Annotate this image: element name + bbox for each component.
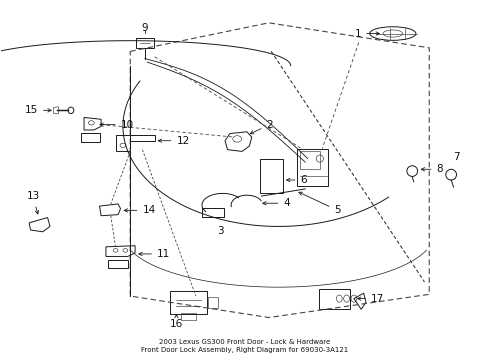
Bar (300, 152, 319, 169)
Bar (81, 133, 100, 141)
Text: 6: 6 (286, 175, 306, 185)
Text: 10: 10 (100, 120, 133, 130)
Bar (259, 159, 283, 193)
Bar (207, 297, 217, 307)
Text: 14: 14 (124, 205, 155, 215)
Bar (181, 313, 196, 320)
Text: 2: 2 (250, 120, 272, 134)
Text: 15: 15 (24, 105, 51, 115)
Text: 2003 Lexus GS300 Front Door - Lock & Hardware
Front Door Lock Assembly, Right Di: 2003 Lexus GS300 Front Door - Lock & Har… (141, 339, 347, 353)
Text: 11: 11 (139, 249, 170, 259)
Bar (202, 208, 224, 217)
Text: 12: 12 (158, 136, 189, 146)
Text: 17: 17 (357, 294, 384, 303)
Bar (296, 149, 328, 186)
Bar (318, 289, 349, 309)
Text: 16: 16 (169, 315, 183, 329)
Text: 1: 1 (354, 28, 379, 39)
Text: 9: 9 (141, 23, 148, 33)
Bar (108, 260, 127, 267)
Bar (135, 38, 154, 48)
Text: 8: 8 (421, 164, 442, 174)
Text: 7: 7 (452, 152, 458, 162)
Text: 3: 3 (217, 226, 223, 237)
Text: 5: 5 (298, 192, 340, 215)
Text: 13: 13 (26, 192, 40, 214)
Text: 4: 4 (262, 198, 289, 208)
Bar (170, 291, 206, 314)
